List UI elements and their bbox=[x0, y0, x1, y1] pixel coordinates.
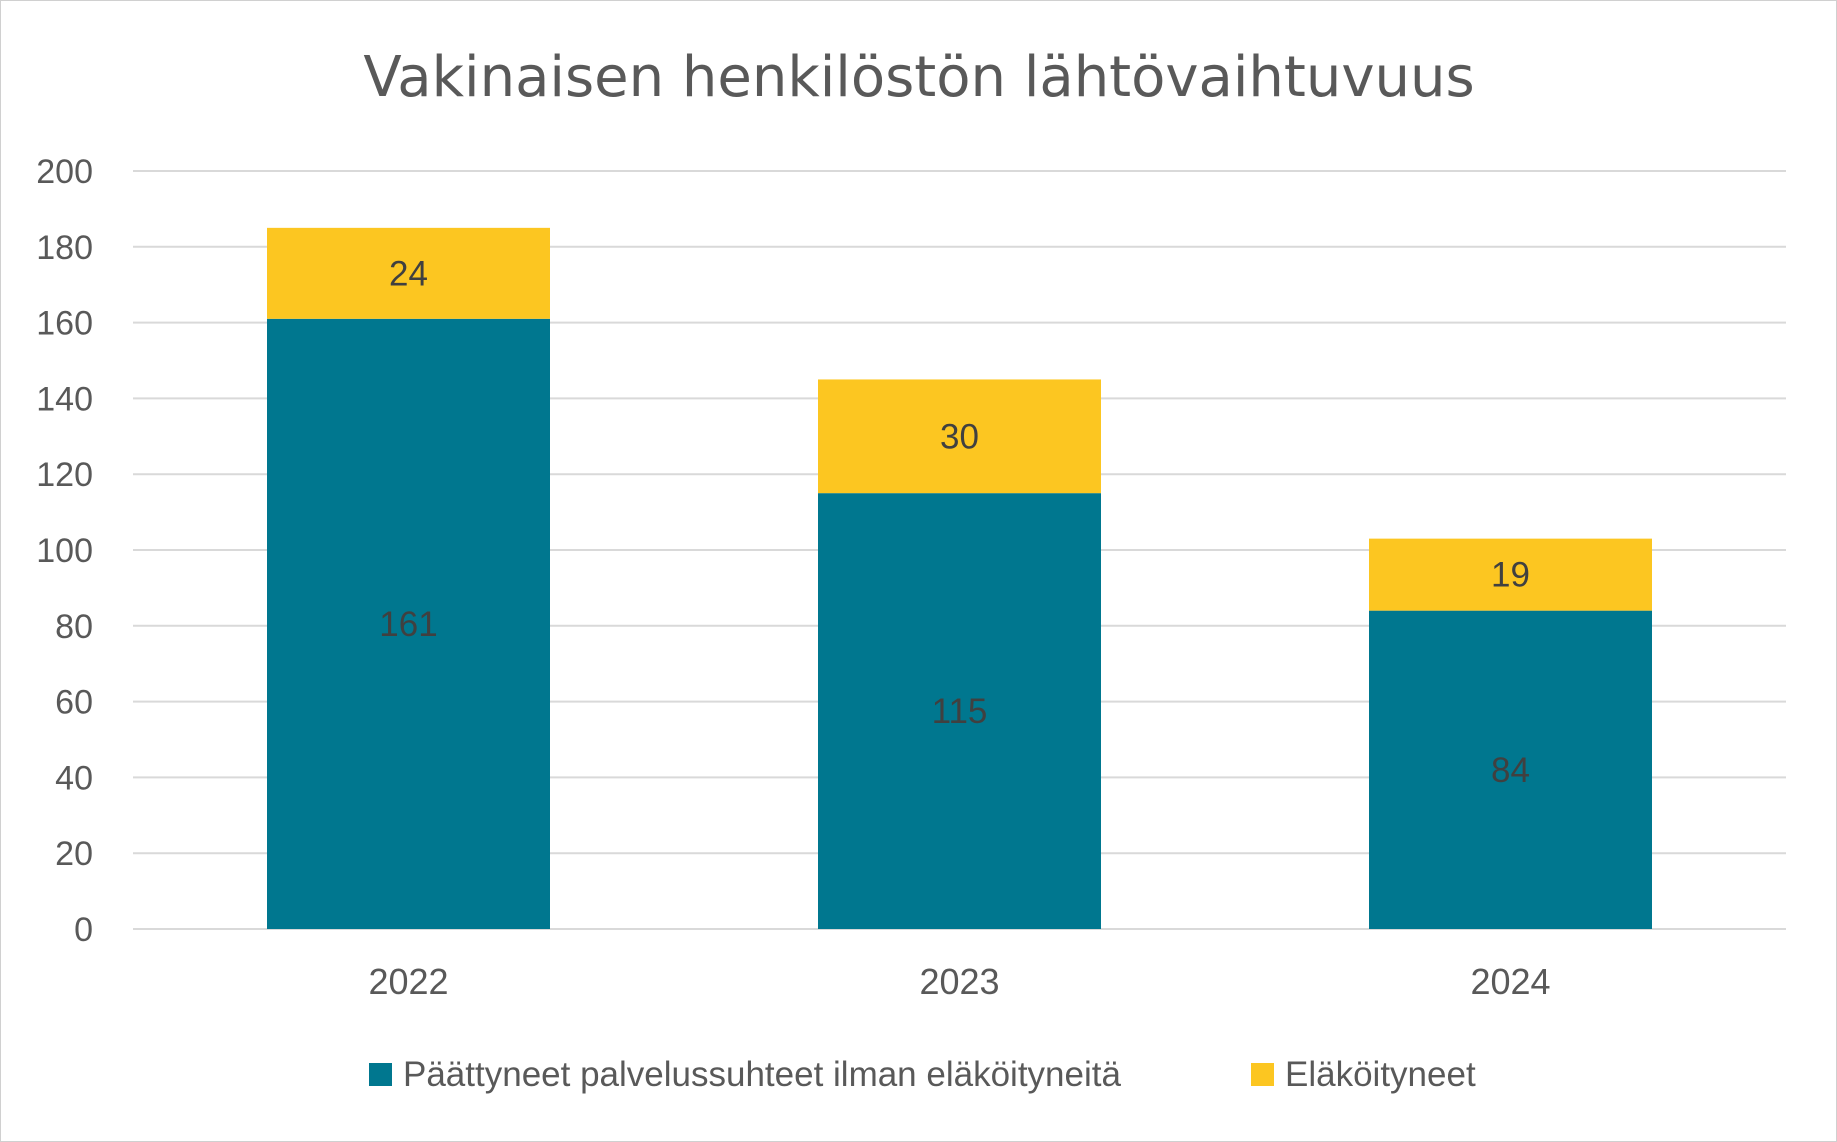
bar-segment-2022-elakoityneet bbox=[267, 227, 550, 319]
data-label-2024-paattyneet: 84 bbox=[1491, 751, 1530, 790]
legend-swatch-elakoityneet bbox=[1251, 1063, 1274, 1086]
y-tick-label: 0 bbox=[74, 911, 93, 949]
y-tick-label: 20 bbox=[55, 835, 93, 873]
bar-segment-2023-elakoityneet bbox=[818, 379, 1101, 494]
y-tick-label: 180 bbox=[36, 229, 93, 267]
y-tick-label: 140 bbox=[36, 380, 93, 418]
bars bbox=[267, 227, 1652, 929]
bar-segment-2023-paattyneet bbox=[818, 493, 1101, 929]
y-axis-ticks: 0 20 40 60 80 100 120 140 160 180 200 bbox=[36, 153, 93, 949]
y-tick-label: 80 bbox=[55, 608, 93, 646]
legend: Päättyneet palvelussuhteet ilman eläköit… bbox=[369, 1055, 1476, 1094]
y-tick-label: 100 bbox=[36, 532, 93, 570]
data-label-2024-elakoityneet: 19 bbox=[1491, 556, 1530, 595]
y-tick-label: 60 bbox=[55, 684, 93, 722]
chart-title: Vakinaisen henkilöstön lähtövaihtuvuus bbox=[363, 45, 1474, 110]
y-tick-label: 40 bbox=[55, 759, 93, 797]
data-label-2022-elakoityneet: 24 bbox=[389, 254, 428, 293]
bar-segment-2024-paattyneet bbox=[1369, 610, 1652, 929]
bar-segment-2022-paattyneet bbox=[267, 318, 550, 929]
x-category-label-2023: 2023 bbox=[919, 961, 999, 1002]
x-axis-categories: 2022 2023 2024 bbox=[368, 961, 1550, 1002]
legend-label-paattyneet: Päättyneet palvelussuhteet ilman eläköit… bbox=[403, 1055, 1121, 1094]
legend-swatch-paattyneet bbox=[369, 1063, 392, 1086]
y-tick-label: 200 bbox=[36, 153, 93, 191]
x-category-label-2022: 2022 bbox=[368, 961, 448, 1002]
bar-segment-2024-elakoityneet bbox=[1369, 538, 1652, 611]
y-tick-label: 120 bbox=[36, 456, 93, 494]
data-label-2023-paattyneet: 115 bbox=[932, 692, 988, 731]
legend-label-elakoityneet: Eläköityneet bbox=[1285, 1055, 1476, 1094]
data-label-2023-elakoityneet: 30 bbox=[940, 417, 979, 456]
x-category-label-2024: 2024 bbox=[1470, 961, 1550, 1002]
data-label-2022-paattyneet: 161 bbox=[379, 605, 437, 644]
data-labels: 161 24 115 30 84 19 bbox=[379, 254, 1530, 789]
y-tick-label: 160 bbox=[36, 305, 93, 343]
